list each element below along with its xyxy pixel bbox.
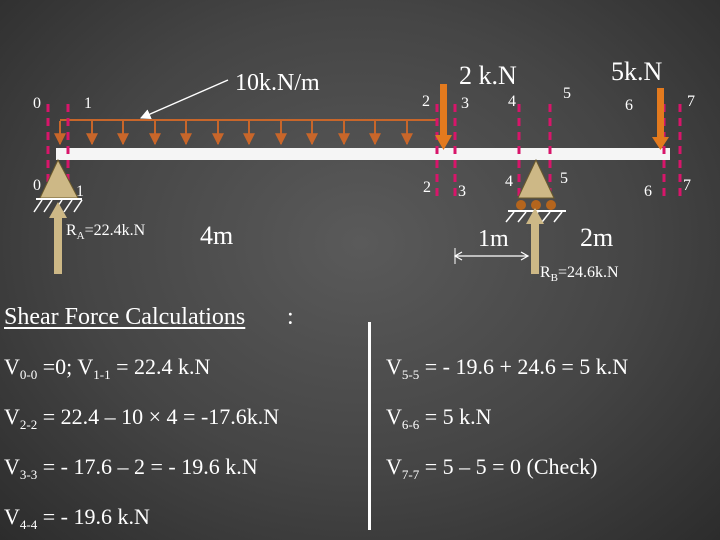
calc-rest: = - 17.6 – 2 = - 19.6 k.N (37, 454, 258, 479)
section-label-bottom: 3 (458, 183, 466, 200)
beam-diagram: 10k.N/m 2 k.N 5k.N (33, 57, 695, 284)
point-load-5kn-label: 5k.N (611, 57, 663, 86)
calc-sub: 3-3 (19, 467, 38, 482)
section-label-bottom: 0 (33, 177, 41, 194)
calc-pre: V (4, 354, 20, 379)
calc-pre: V (4, 504, 20, 529)
section-label-top: 7 (687, 93, 695, 110)
page-title: Shear Force Calculations (4, 304, 246, 330)
calc-pre: V (386, 404, 402, 429)
calc-rest: = - 19.6 + 24.6 = 5 k.N (419, 354, 629, 379)
section-label-top: 5 (563, 85, 571, 102)
calc-rest: = 5 – 5 = 0 (Check) (419, 454, 598, 479)
beam (56, 148, 670, 160)
calc-pre: V (386, 354, 402, 379)
calc-sub: 6-6 (401, 417, 420, 432)
calc-rest: = 5 k.N (419, 404, 492, 429)
udl-label: 10k.N/m (235, 70, 320, 96)
section-label-bottom: 2 (423, 179, 431, 196)
reaction-a-arrow (49, 202, 67, 274)
calc-sub: 0-0 (19, 367, 38, 382)
calc-rest: = 22.4 – 10 × 4 = -17.6k.N (37, 404, 280, 429)
section-label-top: 1 (84, 95, 92, 112)
calc-sub: 5-5 (401, 367, 420, 382)
point-load-2kn (435, 84, 452, 150)
section-labels: 0 1 2 3 4 5 6 7 0 1 2 3 4 5 6 7 (33, 85, 695, 200)
span-dimension-line (453, 248, 530, 264)
title-colon: : (287, 304, 294, 330)
shear-calc-line: V0-0 =0; V1-1 = 22.4 k.N (4, 354, 210, 383)
calc-pre: V (4, 454, 20, 479)
section-label-bottom: 7 (683, 177, 691, 194)
calc-pre: V (386, 454, 402, 479)
reaction-b-label: RB=24.6k.N (540, 264, 619, 284)
section-label-bottom: 5 (560, 170, 568, 187)
calc-pre: V (4, 404, 20, 429)
point-load-2kn-label: 2 k.N (459, 61, 517, 90)
calc-sub: 4-4 (19, 517, 38, 532)
calc-rest: =0; V (37, 354, 94, 379)
section-label-top: 4 (508, 93, 516, 110)
calc-sub: 7-7 (401, 467, 420, 482)
shear-calc-line: V2-2 = 22.4 – 10 × 4 = -17.6k.N (4, 404, 279, 433)
calc-sub: 2-2 (19, 417, 38, 432)
reaction-a-label: RA=22.4k.N (66, 222, 146, 242)
span-label-1: 4m (200, 221, 233, 250)
reaction-b-arrow (526, 208, 544, 274)
section-label-top: 6 (625, 97, 633, 114)
calc-sub2: 1-1 (93, 367, 111, 382)
column-divider (368, 322, 371, 530)
section-label-top: 3 (461, 95, 469, 112)
section-label-top: 2 (422, 93, 430, 110)
shear-calc-line: V6-6 = 5 k.N (386, 404, 492, 433)
support-b (505, 158, 566, 223)
section-label-bottom: 4 (505, 173, 513, 190)
calc-rest: = - 19.6 k.N (37, 504, 150, 529)
calc-rest2: = 22.4 k.N (110, 354, 211, 379)
udl-load (54, 119, 438, 146)
section-label-bottom: 6 (644, 183, 652, 200)
shear-calc-line: V7-7 = 5 – 5 = 0 (Check) (386, 454, 597, 483)
section-label-bottom: 1 (76, 183, 84, 200)
shear-calc-line: V5-5 = - 19.6 + 24.6 = 5 k.N (386, 354, 628, 383)
span-label-2: 1m (478, 226, 509, 252)
udl-label-pointer (140, 79, 229, 120)
shear-calc-line: V3-3 = - 17.6 – 2 = - 19.6 k.N (4, 454, 258, 483)
shear-calc-line: V4-4 = - 19.6 k.N (4, 504, 150, 533)
point-load-5kn (652, 88, 669, 150)
section-label-top: 0 (33, 95, 41, 112)
span-label-3: 2m (580, 223, 613, 252)
